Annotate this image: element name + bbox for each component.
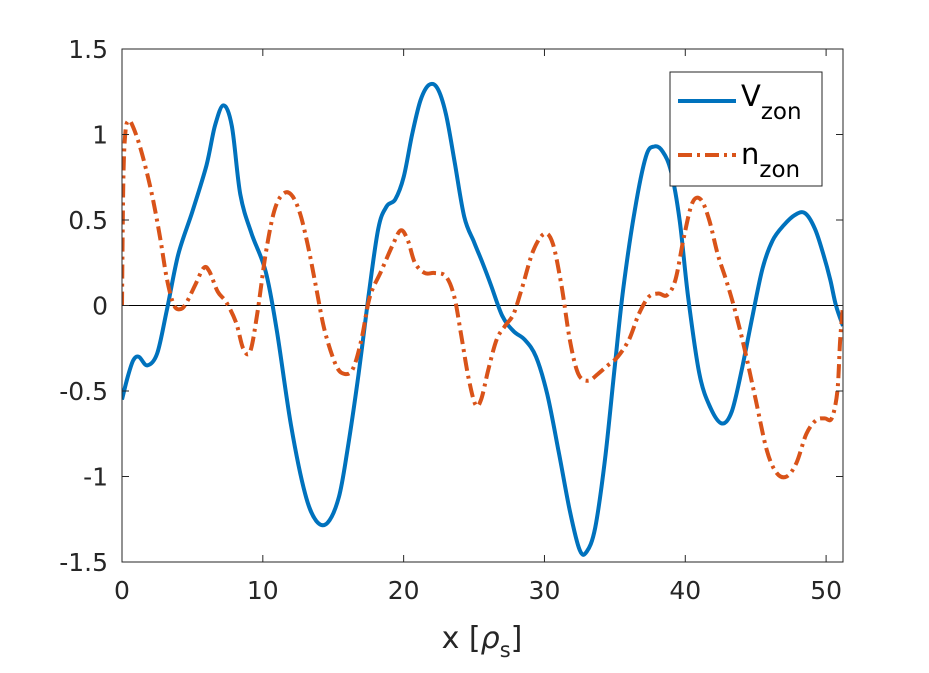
legend-label-nzon-sub: zon [759,157,800,183]
y-tick-label: -1 [83,463,108,492]
legend-label-nzon-main: n [741,137,759,171]
legend-label-vzon: Vzon [741,79,802,125]
y-tick-label: 1 [92,121,108,150]
y-tick-label: 0 [92,292,108,321]
legend-label-nzon: nzon [741,137,800,183]
y-tick-label: 1.5 [68,35,108,64]
x-tick-label: 0 [114,576,130,605]
legend-label-vzon-sub: zon [761,99,802,125]
x-tick-label: 30 [529,576,561,605]
legend: Vzon nzon [669,71,823,187]
x-tick-label: 50 [810,576,842,605]
x-tick-label: 40 [669,576,701,605]
legend-box [669,71,823,187]
y-tick-label: 0.5 [68,206,108,235]
series-line-v-zon [122,81,843,557]
x-axis-label-text: x [ [442,621,481,656]
x-tick-label: 20 [388,576,420,605]
x-axis-label-close: ] [511,621,523,656]
series-line-n-zon [122,118,843,480]
x-axis-label-subscript: s [500,638,511,662]
y-tick-label: -1.5 [59,548,108,577]
x-axis-label: x [ρs] [442,621,523,662]
x-axis-label-symbol: ρ [481,621,500,656]
y-tick-label: -0.5 [59,377,108,406]
legend-label-vzon-main: V [741,79,761,113]
x-tick-label: 10 [247,576,279,605]
